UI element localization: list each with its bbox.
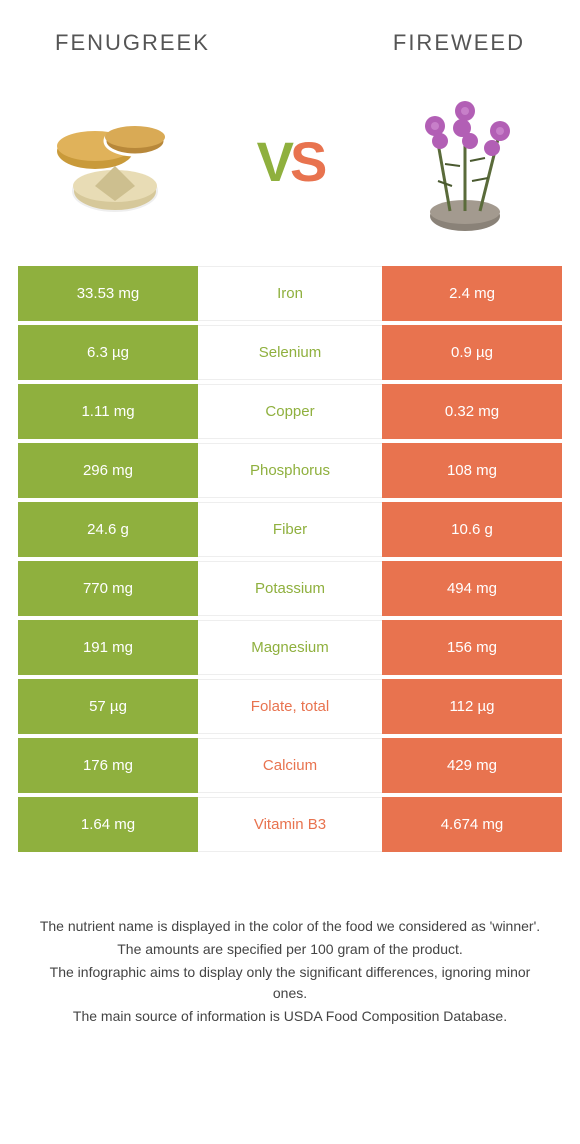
left-food-title: Fenugreek [55,30,210,56]
nutrient-label: Magnesium [198,620,382,675]
nutrient-row: 176 mgCalcium429 mg [18,738,562,793]
right-value: 108 mg [382,443,562,498]
right-food-title: Fireweed [393,30,525,56]
nutrient-row: 1.11 mgCopper0.32 mg [18,384,562,439]
right-value: 156 mg [382,620,562,675]
nutrient-row: 1.64 mgVitamin B34.674 mg [18,797,562,852]
nutrient-label: Iron [198,266,382,321]
right-value: 2.4 mg [382,266,562,321]
footer-line: The main source of information is USDA F… [35,1006,545,1027]
left-value: 770 mg [18,561,198,616]
fireweed-icon [390,86,540,236]
nutrient-label: Phosphorus [198,443,382,498]
nutrient-row: 6.3 µgSelenium0.9 µg [18,325,562,380]
nutrient-row: 191 mgMagnesium156 mg [18,620,562,675]
nutrient-label: Copper [198,384,382,439]
images-row: VS [0,66,580,266]
right-value: 0.32 mg [382,384,562,439]
comparison-infographic: Fenugreek Fireweed VS [0,0,580,1069]
footer-line: The nutrient name is displayed in the co… [35,916,545,937]
left-value: 191 mg [18,620,198,675]
right-value: 429 mg [382,738,562,793]
left-value: 1.64 mg [18,797,198,852]
left-value: 24.6 g [18,502,198,557]
nutrient-label: Calcium [198,738,382,793]
nutrient-label: Fiber [198,502,382,557]
right-value: 4.674 mg [382,797,562,852]
header-row: Fenugreek Fireweed [0,0,580,66]
fenugreek-icon [40,86,190,236]
left-value: 6.3 µg [18,325,198,380]
footer-notes: The nutrient name is displayed in the co… [0,856,580,1069]
vs-letter-s: S [290,130,323,193]
right-value: 494 mg [382,561,562,616]
nutrient-label: Folate, total [198,679,382,734]
footer-line: The amounts are specified per 100 gram o… [35,939,545,960]
nutrient-row: 770 mgPotassium494 mg [18,561,562,616]
nutrient-row: 24.6 gFiber10.6 g [18,502,562,557]
nutrient-row: 57 µgFolate, total112 µg [18,679,562,734]
vs-letter-v: V [257,130,290,193]
nutrient-row: 296 mgPhosphorus108 mg [18,443,562,498]
left-value: 1.11 mg [18,384,198,439]
nutrient-label: Selenium [198,325,382,380]
left-value: 57 µg [18,679,198,734]
right-value: 0.9 µg [382,325,562,380]
right-value: 10.6 g [382,502,562,557]
left-value: 176 mg [18,738,198,793]
nutrient-label: Vitamin B3 [198,797,382,852]
footer-line: The infographic aims to display only the… [35,962,545,1004]
left-food-image [40,86,190,236]
nutrient-row: 33.53 mgIron2.4 mg [18,266,562,321]
nutrient-table: 33.53 mgIron2.4 mg6.3 µgSelenium0.9 µg1.… [0,266,580,852]
right-value: 112 µg [382,679,562,734]
nutrient-label: Potassium [198,561,382,616]
left-value: 296 mg [18,443,198,498]
left-value: 33.53 mg [18,266,198,321]
vs-badge: VS [257,129,324,194]
right-food-image [390,86,540,236]
